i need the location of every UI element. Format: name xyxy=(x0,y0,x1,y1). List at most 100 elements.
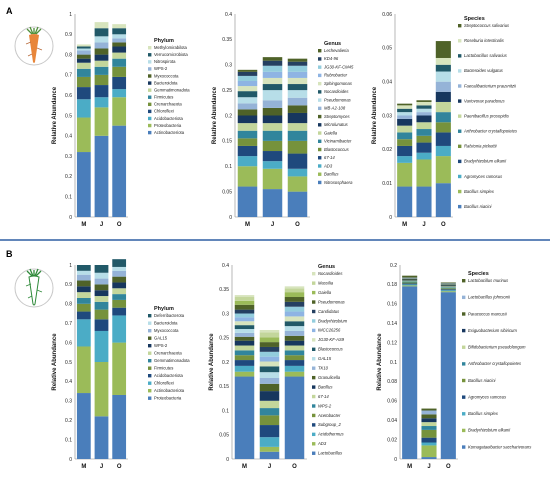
legend-swatch xyxy=(148,374,152,378)
bar-segment xyxy=(94,290,109,297)
legend-item: TK10 xyxy=(318,366,329,371)
y-tick-label: 0.35 xyxy=(222,37,232,43)
bar-segment xyxy=(435,81,451,92)
legend-item: GAL15 xyxy=(154,336,168,341)
bar-segment xyxy=(262,189,283,217)
bar-segment xyxy=(76,311,91,320)
bar-segment xyxy=(262,130,283,141)
bar-segment xyxy=(284,311,305,317)
bar-segment xyxy=(94,60,109,67)
bar-segment xyxy=(112,28,127,35)
legend-item: Chloroflexi xyxy=(154,109,174,114)
legend-item: Rubrobacter xyxy=(324,73,348,78)
bar-segment xyxy=(416,159,432,187)
legend-swatch xyxy=(148,46,152,50)
legend-item: Bacillus xyxy=(324,172,339,177)
bar-segment xyxy=(262,65,283,72)
legend-item: Methylomirabilota xyxy=(154,45,187,50)
bar-segment xyxy=(259,383,280,392)
bar-segment xyxy=(435,71,451,82)
legend-swatch xyxy=(462,445,466,449)
bar-segment xyxy=(287,58,308,62)
bar-segment xyxy=(284,360,305,366)
bar-segment xyxy=(76,68,91,77)
bar-segment xyxy=(237,156,258,167)
chart-b-2: 0 0.05 0.1 0.15 0.2 0.25 0.3 0.35 0.4 Relative Ab… xyxy=(209,263,348,470)
y-tick-label: 0.02 xyxy=(387,437,397,443)
y-tick-label: 0.06 xyxy=(382,12,392,18)
bar-segment xyxy=(76,346,91,394)
bar-segment xyxy=(237,138,258,146)
bar-segment xyxy=(112,394,127,459)
bar-segment xyxy=(402,286,418,459)
x-tick-label: J xyxy=(268,464,271,470)
bar-segment xyxy=(112,97,127,126)
legend-item: Acetobacter xyxy=(317,413,341,418)
legend-swatch xyxy=(462,312,466,316)
bar-segment xyxy=(94,107,109,136)
legend-swatch xyxy=(462,378,466,383)
bar-segment xyxy=(112,38,127,43)
legend-swatch xyxy=(318,147,322,152)
bar-segment xyxy=(421,410,437,415)
x-tick-label: O xyxy=(292,464,297,470)
bar-segment xyxy=(284,350,305,356)
bar-segment xyxy=(112,125,127,217)
legend-item: Myxococcota xyxy=(154,73,179,78)
legend-swatch xyxy=(148,109,152,114)
legend-item: Bacillus niacini xyxy=(464,204,493,209)
bar-segment xyxy=(402,278,418,280)
bar-segment xyxy=(284,288,305,293)
bar-segment xyxy=(416,105,432,109)
legend-item: WPS-2 xyxy=(154,343,168,348)
legend-item: Pseudomonas xyxy=(318,299,346,304)
bar-segment xyxy=(76,286,91,293)
bar-segment xyxy=(76,46,91,49)
bar-segment xyxy=(237,97,258,104)
bar-segment xyxy=(94,296,109,302)
bar-segment xyxy=(234,321,255,326)
bar-segment xyxy=(402,279,418,281)
bar-segment xyxy=(76,270,91,275)
bar-segment xyxy=(416,101,432,106)
bar-segment xyxy=(421,422,437,427)
legend-swatch xyxy=(458,144,462,149)
bar-segment xyxy=(397,125,413,133)
bar-segment xyxy=(76,58,91,63)
legend-item: Myxococcota xyxy=(154,328,179,333)
legend-item: Gemmatimonadota xyxy=(154,87,190,92)
bar-segment xyxy=(287,176,308,192)
bar-segment xyxy=(237,145,258,157)
legend-swatch xyxy=(458,189,462,194)
bar-segment xyxy=(259,391,280,401)
legend-item: Massilia xyxy=(318,280,334,285)
bar-segment xyxy=(94,36,109,43)
bar-segment xyxy=(416,108,432,113)
y-tick-label: 0.14 xyxy=(387,321,397,327)
bar-segment xyxy=(259,346,280,352)
bar-segment xyxy=(287,65,308,72)
legend-item: Lechevalieria xyxy=(324,48,349,53)
bar-segment xyxy=(94,284,109,291)
x-tick-label: O xyxy=(295,222,300,228)
x-tick-label: M xyxy=(81,464,86,470)
bar-segment xyxy=(262,90,283,101)
bar-segment xyxy=(402,283,418,285)
legend-item: WPS-2 xyxy=(318,403,332,408)
legend-swatch xyxy=(312,385,316,389)
legend-swatch xyxy=(312,347,316,351)
y-tick-label: 0 xyxy=(226,457,229,463)
bar-segment xyxy=(440,286,456,288)
bar-segment xyxy=(421,429,437,438)
legend-swatch xyxy=(318,139,322,143)
y-tick-label: 0.4 xyxy=(222,263,229,269)
bar-segment xyxy=(435,112,451,123)
y-tick-label: 1 xyxy=(69,263,72,269)
legend-item: Proteobacteria xyxy=(154,123,182,128)
bar-segment xyxy=(94,301,109,310)
bar-segment xyxy=(237,71,258,76)
bar-segment xyxy=(402,275,418,278)
bar-segment xyxy=(440,288,456,290)
legend-swatch xyxy=(148,95,152,99)
